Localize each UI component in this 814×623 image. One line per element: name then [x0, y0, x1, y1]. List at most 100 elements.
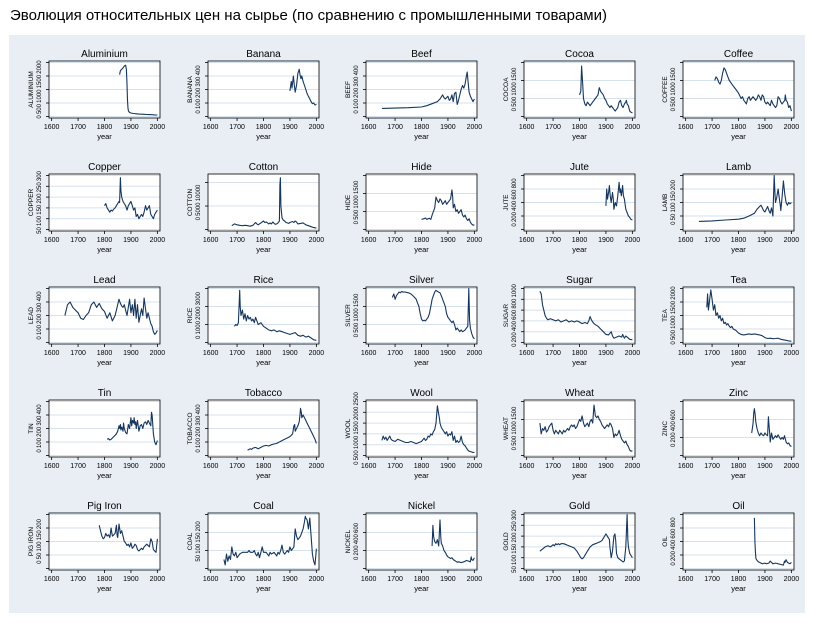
y-axis-label: TOBACCO	[187, 413, 194, 445]
x-tick-label: 1700	[546, 463, 562, 470]
x-axis-label: year	[414, 584, 429, 593]
y-axis-ticks: 0 500 1000 1500	[671, 67, 677, 111]
subplot-title: Wheat	[565, 388, 594, 399]
x-tick-label: 1700	[70, 463, 86, 470]
x-tick-label: 1800	[97, 576, 113, 583]
x-tick-label: 1800	[97, 124, 113, 131]
x-tick-label: 1600	[361, 124, 377, 131]
x-tick-label: 1700	[546, 237, 562, 244]
subplot-title: Beef	[411, 49, 432, 60]
y-axis-label: COAL	[187, 533, 194, 551]
x-axis-label: year	[97, 132, 112, 141]
plot-area	[207, 513, 319, 571]
subplot-title: Aluminium	[81, 49, 128, 60]
subplot-title: Tea	[730, 275, 747, 286]
y-axis-label: WOOL	[345, 418, 352, 438]
data-line	[750, 408, 792, 448]
x-tick-label: 1800	[97, 350, 113, 357]
x-tick-label: 2000	[625, 463, 641, 470]
x-tick-label: 1900	[123, 237, 139, 244]
subplot-oil: Oil 0 200 400 600 800 OIL 1600 1700 1800 1900 2…	[645, 494, 803, 607]
x-tick-label: 1800	[414, 124, 430, 131]
x-tick-label: 1700	[704, 350, 720, 357]
subplot-pig-iron: Pig Iron 0 50 100 150 200 PIG IRON 1600 1700…	[11, 494, 169, 607]
subplot-title: Lead	[94, 275, 116, 286]
x-tick-label: 2000	[467, 124, 483, 131]
plot-area	[365, 173, 477, 231]
x-tick-label: 2000	[467, 463, 483, 470]
x-tick-label: 1800	[572, 463, 588, 470]
subplot-hide: Hide 0 500 1000 1500 HIDE 1600 1700 1800 1900 2…	[328, 154, 486, 267]
x-tick-label: 2000	[783, 576, 799, 583]
graph-grid: Aluminium 0 500 1000 1500 2000 ALUMINIUM 16…	[9, 35, 805, 613]
y-axis-label: LAMB	[662, 193, 669, 211]
y-axis-ticks: 0 500 1000 1500 2000	[671, 286, 677, 345]
x-tick-label: 1600	[519, 463, 535, 470]
data-line	[64, 297, 159, 335]
x-tick-label: 2000	[625, 237, 641, 244]
y-axis-label: LEAD	[28, 307, 35, 324]
x-tick-label: 1700	[229, 237, 245, 244]
y-axis-label: TIN	[28, 423, 35, 434]
x-tick-label: 1800	[730, 576, 746, 583]
subplot-title: Jute	[570, 162, 589, 173]
subplot-title: Cotton	[248, 162, 277, 173]
subplot-sugar: Sugar 0 200 400 600 800 1000 SUGAR 1600 1700…	[486, 267, 644, 380]
x-tick-label: 2000	[783, 463, 799, 470]
data-line	[706, 289, 792, 342]
x-tick-label: 2000	[467, 350, 483, 357]
x-tick-label: 1600	[361, 463, 377, 470]
x-tick-label: 1900	[599, 576, 615, 583]
x-tick-label: 1600	[361, 350, 377, 357]
y-axis-ticks: 0 500 1000 1500	[354, 293, 360, 337]
x-axis-label: year	[573, 358, 588, 367]
x-tick-label: 1800	[255, 576, 271, 583]
x-tick-label: 1600	[44, 124, 60, 131]
subplot-aluminium: Aluminium 0 500 1000 1500 2000 ALUMINIUM 16…	[11, 41, 169, 154]
subplot-title: Silver	[409, 275, 435, 286]
x-tick-label: 1900	[123, 576, 139, 583]
y-axis-ticks: 0 500 1000 1500	[512, 67, 518, 111]
x-tick-label: 1600	[202, 576, 218, 583]
x-tick-label: 1700	[546, 576, 562, 583]
x-tick-label: 1900	[440, 463, 456, 470]
x-axis-label: year	[97, 471, 112, 480]
x-tick-label: 1600	[519, 576, 535, 583]
data-line	[231, 177, 317, 229]
x-axis-label: year	[97, 245, 112, 254]
x-axis-label: year	[414, 471, 429, 480]
y-axis-ticks: 0 100 200 300 400	[354, 64, 360, 113]
x-axis-label: year	[573, 471, 588, 480]
y-axis-ticks: 0 200 400 600 800 1000	[512, 283, 518, 346]
subplot-title: Oil	[732, 501, 744, 512]
x-axis-label: year	[731, 584, 746, 593]
x-tick-label: 1800	[572, 576, 588, 583]
data-line	[539, 290, 633, 341]
subplot-coffee: Coffee 0 500 1000 1500 COFFEE 1600 1700 1800 1…	[645, 41, 803, 154]
subplot-title: Nickel	[408, 501, 435, 512]
x-tick-label: 1600	[678, 576, 694, 583]
plot-area	[365, 286, 477, 344]
x-tick-label: 1600	[44, 463, 60, 470]
y-axis-label: COTTON	[187, 188, 194, 216]
data-line	[107, 411, 159, 446]
x-tick-label: 1600	[361, 576, 377, 583]
x-tick-label: 1900	[282, 350, 298, 357]
subplot-silver: Silver 0 500 1000 1500 SILVER 1600 1700 1800 1…	[328, 267, 486, 380]
x-axis-label: year	[573, 132, 588, 141]
data-line	[233, 289, 317, 341]
x-tick-label: 1600	[44, 350, 60, 357]
subplot-rice: Rice 0 1000 2000 3000 RICE 1600 1700 1800 1900…	[169, 267, 327, 380]
x-tick-label: 2000	[308, 237, 324, 244]
subplot-beef: Beef 0 100 200 300 400 BEEF 1600 1700 1800 190…	[328, 41, 486, 154]
y-axis-label: COCOA	[503, 77, 510, 102]
x-tick-label: 1600	[44, 576, 60, 583]
subplot-title: Copper	[88, 162, 121, 173]
x-tick-label: 1700	[229, 350, 245, 357]
